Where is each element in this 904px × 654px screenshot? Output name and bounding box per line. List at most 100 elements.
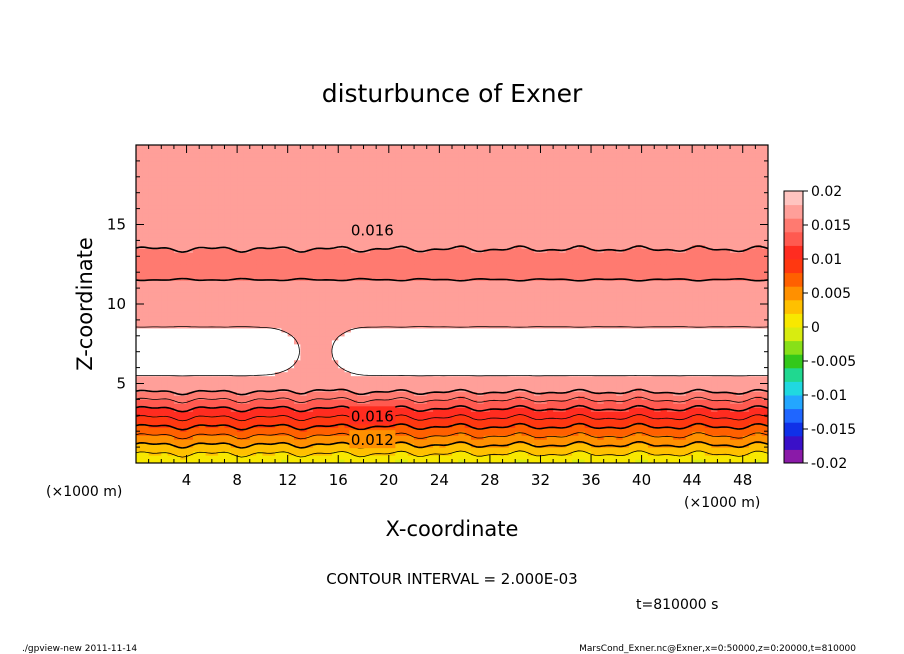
field-cell	[546, 451, 554, 456]
field-cell	[180, 443, 188, 448]
field-cell	[281, 280, 289, 285]
field-cell	[445, 276, 453, 281]
field-cell	[761, 280, 768, 285]
field-cell	[357, 451, 365, 456]
field-cell	[628, 411, 636, 416]
field-cell	[186, 387, 194, 393]
field-cell	[161, 319, 169, 325]
field-cell	[711, 327, 719, 333]
field-cell	[136, 411, 143, 416]
field-cell	[401, 331, 409, 337]
field-cell	[616, 459, 624, 463]
field-cell	[723, 268, 731, 273]
field-cell	[572, 276, 579, 281]
field-cell	[711, 447, 719, 452]
field-cell	[546, 383, 554, 389]
field-cell	[205, 355, 213, 361]
field-cell	[224, 411, 232, 416]
field-cell	[477, 443, 485, 448]
field-cell	[749, 383, 756, 389]
field-cell	[180, 343, 188, 349]
field-cell	[249, 439, 257, 444]
field-cell	[426, 347, 434, 353]
field-cell	[610, 383, 617, 389]
field-cell	[666, 315, 674, 321]
field-cell	[527, 319, 535, 325]
field-cell	[344, 379, 352, 385]
field-cell	[243, 264, 251, 269]
field-cell	[167, 315, 175, 321]
field-cell	[281, 264, 289, 269]
field-cell	[256, 296, 263, 301]
field-cell	[420, 280, 428, 285]
field-cell	[660, 284, 668, 289]
field-cell	[426, 363, 434, 369]
field-cell	[192, 443, 200, 448]
field-cell	[357, 367, 365, 373]
field-cell	[262, 351, 270, 357]
field-cell	[262, 375, 270, 381]
field-cell	[534, 351, 542, 357]
field-cell	[306, 379, 314, 385]
field-cell	[641, 363, 649, 369]
field-cell	[458, 264, 466, 269]
field-cell	[357, 311, 365, 317]
field-cell	[730, 327, 737, 333]
field-cell	[540, 264, 548, 269]
field-cell	[572, 272, 579, 277]
field-cell	[401, 455, 409, 460]
field-cell	[401, 439, 409, 444]
field-cell	[546, 304, 554, 309]
field-cell	[736, 351, 744, 357]
field-cell	[363, 335, 371, 341]
field-cell	[622, 280, 630, 285]
field-cell	[641, 383, 649, 389]
field-cell	[306, 455, 314, 460]
field-cell	[647, 304, 655, 309]
field-cell	[647, 335, 655, 341]
field-cell	[256, 363, 263, 369]
field-cell	[679, 331, 687, 337]
field-cell	[464, 459, 472, 463]
field-cell	[211, 415, 219, 420]
field-cell	[306, 371, 314, 377]
field-cell	[230, 280, 238, 285]
field-cell	[262, 407, 270, 412]
field-cell	[546, 335, 554, 341]
field-cell	[761, 343, 768, 349]
field-cell	[407, 419, 415, 424]
field-cell	[666, 411, 674, 416]
field-cell	[407, 363, 415, 369]
field-cell	[628, 395, 636, 400]
field-cell	[211, 292, 219, 297]
field-cell	[470, 383, 478, 389]
field-cell	[749, 427, 756, 432]
field-cell	[401, 427, 409, 432]
field-cell	[205, 415, 213, 420]
field-cell	[546, 351, 554, 357]
field-cell	[534, 296, 542, 301]
field-cell	[243, 451, 251, 456]
field-cell	[414, 304, 421, 309]
field-cell	[641, 399, 649, 404]
field-cell	[142, 451, 150, 456]
field-cell	[338, 272, 346, 277]
field-cell	[401, 311, 409, 317]
field-cell	[249, 403, 257, 408]
field-cell	[698, 343, 706, 349]
field-cell	[559, 367, 567, 373]
field-cell	[148, 315, 156, 321]
field-cell	[711, 331, 719, 337]
field-cell	[647, 339, 655, 345]
field-cell	[148, 387, 156, 393]
field-cell	[300, 419, 308, 424]
field-cell	[142, 300, 150, 305]
field-cell	[401, 371, 409, 377]
field-cell	[553, 411, 561, 416]
field-cell	[502, 304, 510, 309]
field-cell	[521, 435, 529, 440]
field-cell	[338, 391, 346, 397]
field-cell	[755, 399, 763, 404]
field-cell	[167, 331, 175, 337]
field-cell	[312, 359, 320, 365]
